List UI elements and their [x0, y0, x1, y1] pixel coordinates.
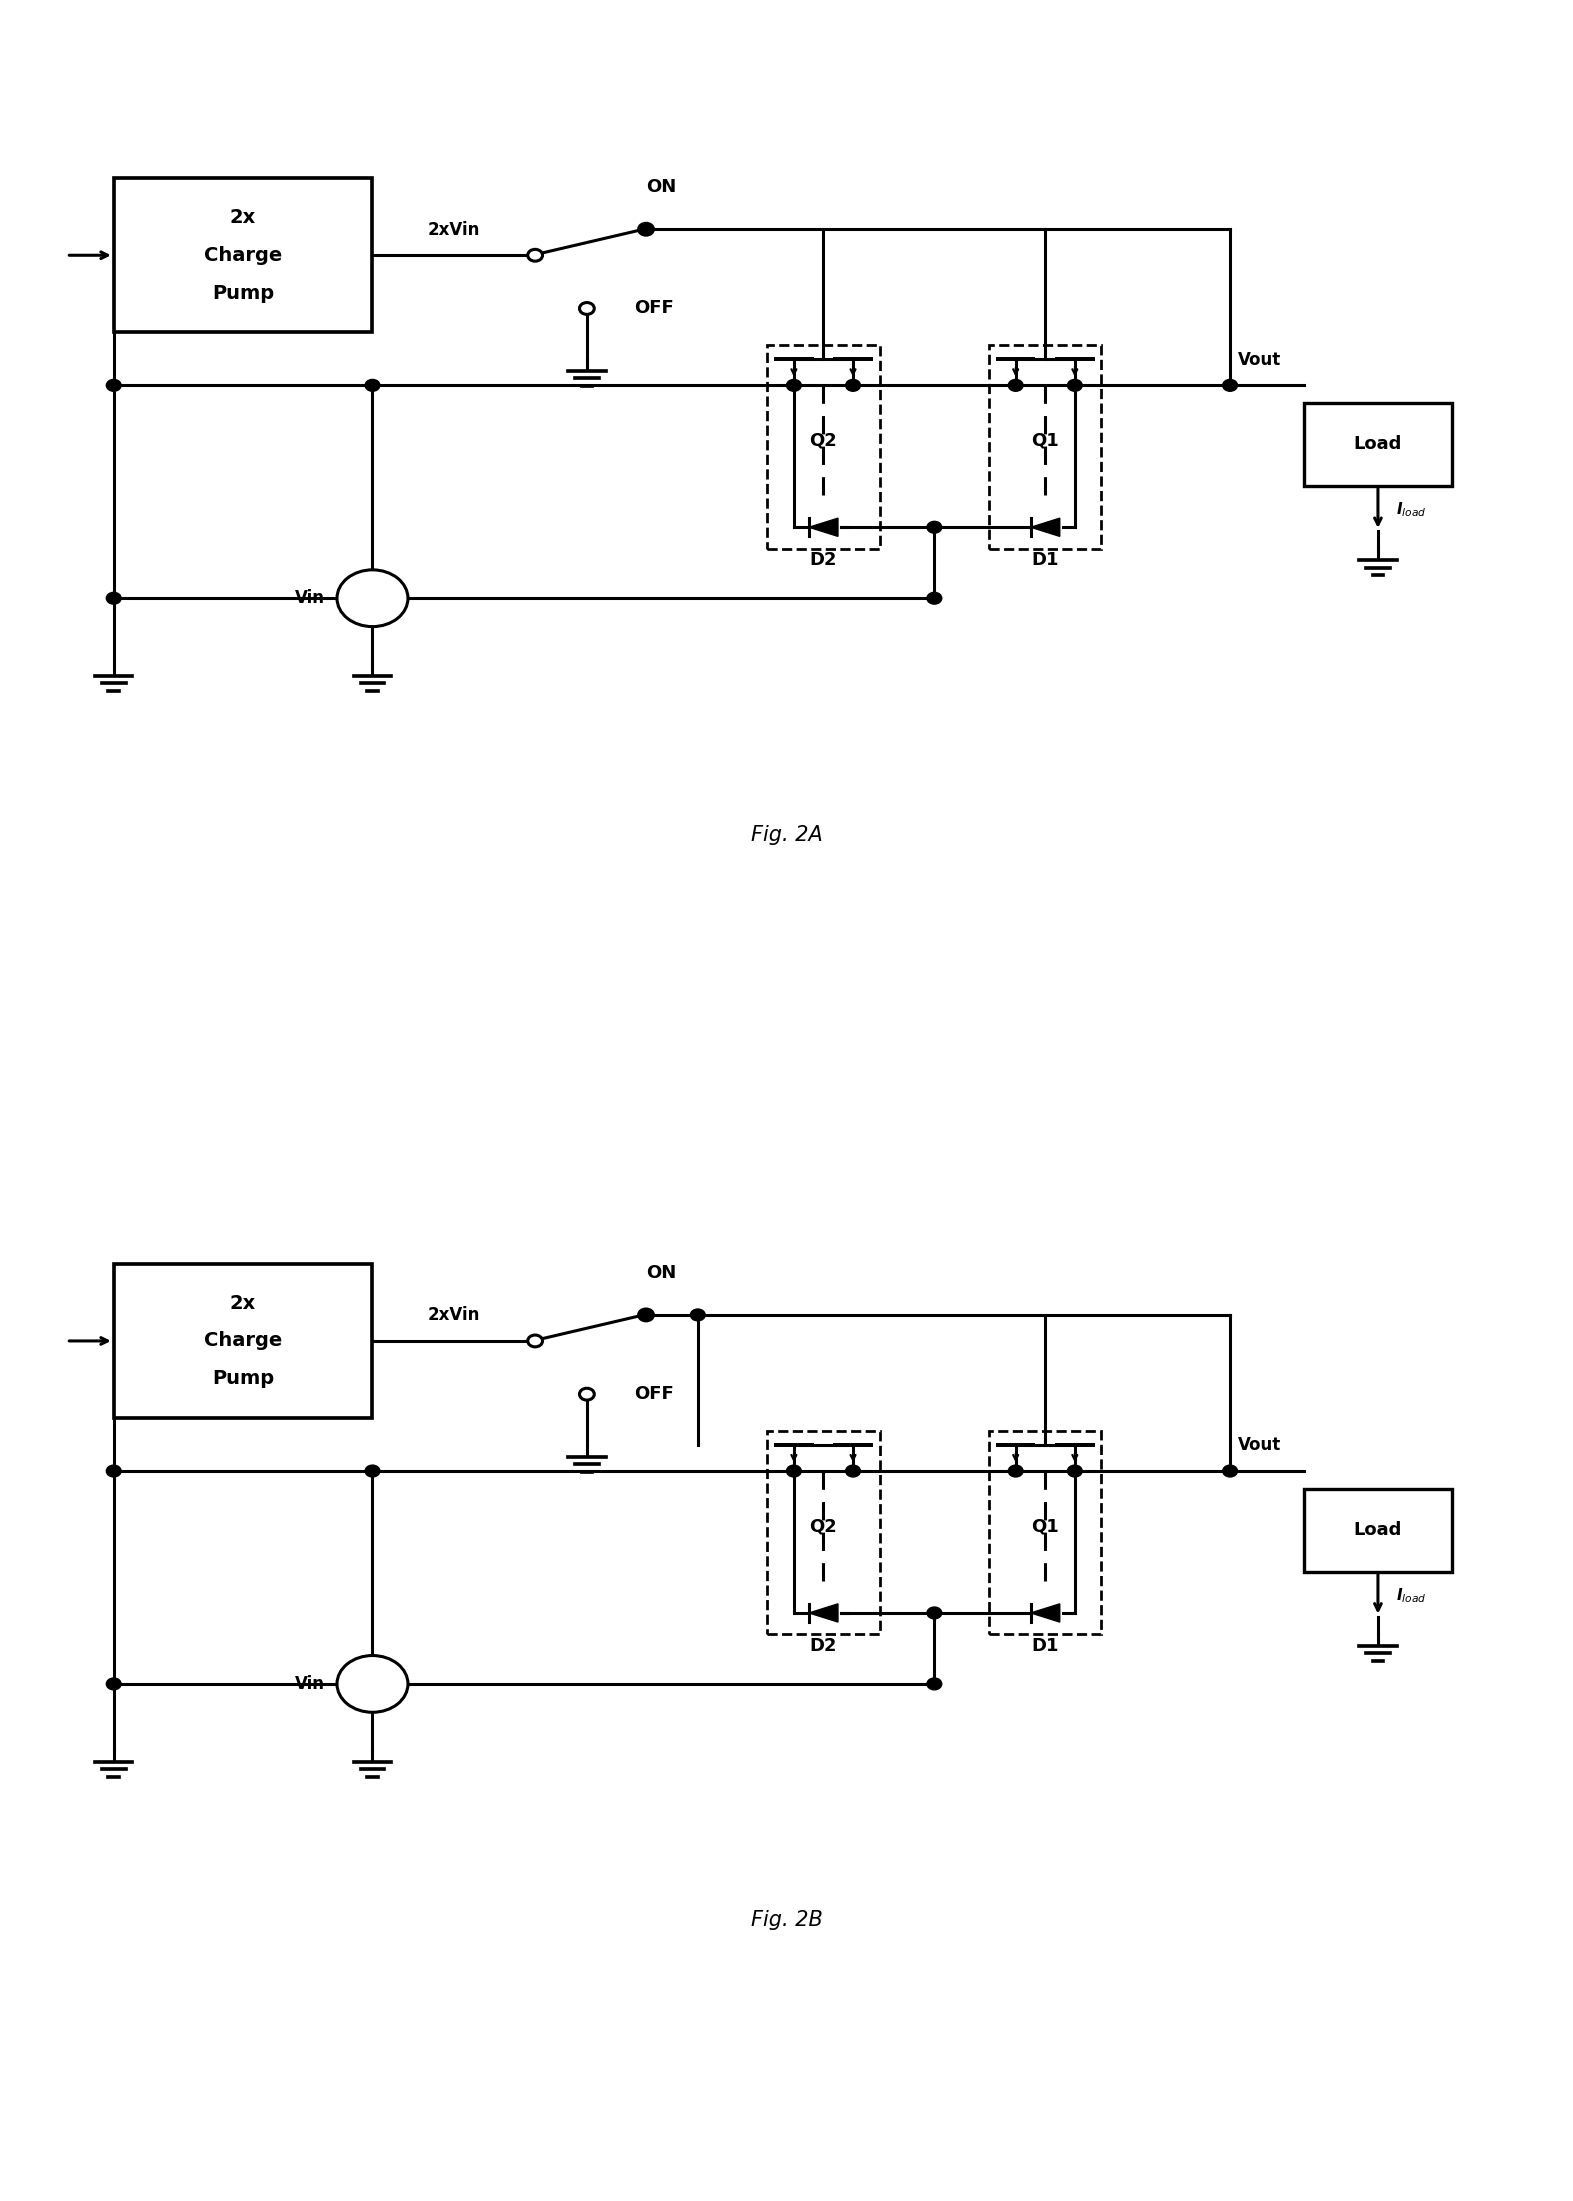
Text: I$_{load}$: I$_{load}$: [1395, 1587, 1427, 1605]
Text: Charge: Charge: [204, 247, 282, 264]
Text: Load: Load: [1354, 436, 1402, 453]
Circle shape: [926, 592, 942, 603]
Circle shape: [579, 1389, 595, 1400]
Bar: [113, 1263, 373, 1417]
Circle shape: [107, 379, 121, 392]
Text: Pump: Pump: [212, 284, 274, 302]
Circle shape: [1222, 1466, 1238, 1477]
Polygon shape: [809, 1605, 838, 1622]
Text: Pump: Pump: [212, 1369, 274, 1389]
Bar: [989, 1431, 1101, 1633]
Circle shape: [639, 222, 653, 236]
Circle shape: [107, 1677, 121, 1690]
Circle shape: [1068, 379, 1082, 392]
Circle shape: [639, 1310, 653, 1321]
Text: Fig. 2B: Fig. 2B: [750, 1910, 823, 1930]
Text: ON: ON: [645, 178, 676, 196]
Bar: [1304, 1488, 1452, 1572]
Text: OFF: OFF: [634, 1384, 673, 1404]
Circle shape: [337, 1655, 407, 1712]
Text: Vout: Vout: [1238, 350, 1280, 370]
Text: 2x: 2x: [230, 1294, 256, 1312]
Text: Vout: Vout: [1238, 1437, 1280, 1455]
Circle shape: [1222, 379, 1238, 392]
Circle shape: [107, 592, 121, 603]
Text: OFF: OFF: [634, 299, 673, 317]
Circle shape: [527, 249, 543, 262]
Text: Q1: Q1: [1032, 431, 1059, 449]
Text: ON: ON: [645, 1263, 676, 1281]
Circle shape: [639, 1310, 653, 1321]
Bar: [1304, 403, 1452, 486]
Text: Load: Load: [1354, 1521, 1402, 1538]
Text: Vin: Vin: [296, 590, 326, 607]
Circle shape: [926, 1607, 942, 1620]
Text: Q2: Q2: [810, 1519, 837, 1536]
Circle shape: [527, 1336, 543, 1347]
Text: 2xVin: 2xVin: [428, 1307, 480, 1325]
Circle shape: [365, 1466, 381, 1477]
Polygon shape: [1030, 1605, 1060, 1622]
Text: D1: D1: [1032, 1638, 1059, 1655]
Text: D2: D2: [810, 552, 837, 570]
Circle shape: [926, 522, 942, 533]
Circle shape: [926, 1677, 942, 1690]
Text: Q2: Q2: [810, 431, 837, 449]
Bar: [113, 178, 373, 332]
Polygon shape: [1030, 517, 1060, 537]
Text: Vin: Vin: [296, 1675, 326, 1693]
Text: Fig. 2A: Fig. 2A: [750, 825, 823, 845]
Text: I$_{load}$: I$_{load}$: [1395, 500, 1427, 519]
Circle shape: [579, 302, 595, 315]
Text: D1: D1: [1032, 552, 1059, 570]
Circle shape: [107, 1466, 121, 1477]
Text: 2xVin: 2xVin: [428, 220, 480, 238]
Circle shape: [337, 570, 407, 627]
Text: Charge: Charge: [204, 1332, 282, 1351]
Circle shape: [639, 222, 653, 236]
Bar: [768, 1431, 879, 1633]
Text: 2x: 2x: [230, 207, 256, 227]
Polygon shape: [809, 517, 838, 537]
Circle shape: [786, 1466, 801, 1477]
Circle shape: [1008, 379, 1022, 392]
Circle shape: [365, 379, 381, 392]
Bar: [989, 346, 1101, 548]
Circle shape: [1068, 1466, 1082, 1477]
Circle shape: [846, 1466, 860, 1477]
Text: D2: D2: [810, 1638, 837, 1655]
Circle shape: [846, 379, 860, 392]
Circle shape: [1008, 1466, 1022, 1477]
Circle shape: [691, 1310, 705, 1321]
Circle shape: [786, 379, 801, 392]
Text: Q1: Q1: [1032, 1519, 1059, 1536]
Bar: [768, 346, 879, 548]
